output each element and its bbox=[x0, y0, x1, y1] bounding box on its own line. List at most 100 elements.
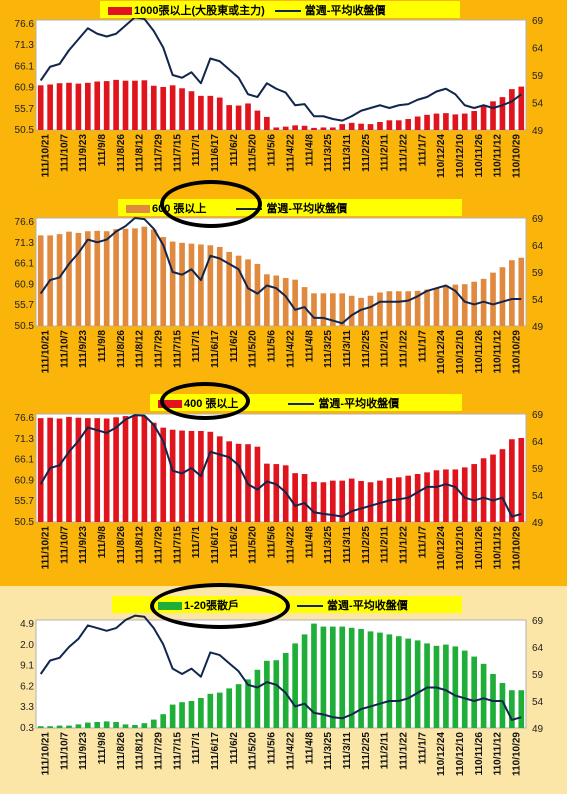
x-tick-label: 110/10/29 bbox=[512, 526, 523, 570]
x-tick-label: 110/12/10 bbox=[455, 732, 466, 776]
x-tick-label: 110/10/29 bbox=[512, 732, 523, 776]
legend-line-label: 當週-平均收盤價 bbox=[304, 4, 386, 17]
x-tick-label: 111/9/23 bbox=[78, 732, 89, 770]
bar bbox=[358, 123, 364, 130]
bar bbox=[254, 110, 261, 130]
bar bbox=[443, 286, 449, 326]
bar bbox=[226, 251, 232, 326]
bar bbox=[103, 231, 110, 326]
bar bbox=[179, 242, 185, 326]
x-tick-label: 111/10/21 bbox=[40, 526, 51, 570]
x-tick-label: 110/11/26 bbox=[474, 330, 485, 374]
bar bbox=[480, 106, 487, 130]
x-tick-label: 111/7/29 bbox=[154, 526, 165, 564]
price-line bbox=[39, 217, 522, 325]
left-tick-label: 66.1 bbox=[15, 61, 35, 72]
chart-panel-3: 76.6 71.3 66.1 60.9 55.7 50.5 69 64 59 54 49 111/10… bbox=[0, 382, 567, 586]
left-tick-label: 4.9 bbox=[20, 619, 34, 630]
bar bbox=[235, 443, 242, 522]
bar bbox=[141, 80, 148, 130]
bar bbox=[320, 293, 327, 326]
x-tick-label: 111/8/26 bbox=[116, 134, 127, 172]
legend-bar-label: 1000張以上(大股東或主力) bbox=[134, 4, 265, 17]
bar bbox=[264, 116, 270, 130]
bar bbox=[235, 255, 242, 326]
bar bbox=[37, 235, 44, 326]
bar bbox=[75, 83, 82, 130]
bar bbox=[499, 449, 506, 522]
x-tick-label: 111/7/15 bbox=[172, 526, 183, 564]
bar bbox=[245, 259, 251, 326]
legend-bar-swatch bbox=[108, 6, 132, 15]
legend-bar-entry: 1000張以上(大股東或主力) bbox=[108, 2, 265, 18]
x-tick-label: 111/3/11 bbox=[342, 732, 353, 770]
x-tick-label: 111/8/12 bbox=[135, 526, 146, 564]
bar bbox=[386, 291, 393, 326]
bar bbox=[150, 422, 157, 522]
x-tick-label: 111/10/21 bbox=[40, 134, 51, 178]
bar bbox=[122, 228, 129, 326]
bar bbox=[433, 470, 440, 522]
x-tick-label: 110/11/26 bbox=[474, 526, 485, 570]
bar bbox=[471, 656, 477, 728]
bar bbox=[443, 469, 449, 522]
left-tick-label: 60.9 bbox=[15, 279, 35, 290]
legend: 1000張以上(大股東或主力) 當週-平均收盤價 bbox=[100, 1, 460, 18]
bar bbox=[433, 287, 440, 326]
bar bbox=[367, 124, 374, 130]
bar bbox=[226, 105, 232, 130]
bar bbox=[339, 626, 346, 728]
bar bbox=[320, 626, 327, 728]
x-tick-label: 110/10/29 bbox=[512, 330, 523, 374]
x-tick-label: 111/6/17 bbox=[210, 732, 221, 770]
bar bbox=[66, 82, 72, 130]
x-tick-label: 111/10/21 bbox=[40, 732, 51, 776]
bar bbox=[395, 291, 402, 326]
bar bbox=[198, 698, 204, 728]
bar bbox=[264, 274, 270, 326]
bar bbox=[490, 272, 496, 326]
x-tick-label: 111/4/8 bbox=[304, 526, 315, 559]
chart-panel-2: 76.6 71.3 66.1 60.9 55.7 50.5 69 64 59 54 49 111/10… bbox=[0, 180, 567, 390]
x-tick-label: 110/12/24 bbox=[436, 526, 447, 570]
x-tick-label: 111/9/23 bbox=[78, 526, 89, 564]
bar bbox=[160, 87, 167, 130]
bar bbox=[254, 446, 261, 522]
bar bbox=[94, 418, 101, 522]
bar bbox=[358, 481, 364, 522]
bar bbox=[282, 126, 289, 130]
x-tick-label: 111/8/26 bbox=[116, 732, 127, 770]
right-tick-label: 54 bbox=[532, 697, 544, 708]
bar bbox=[518, 86, 525, 130]
bar bbox=[273, 660, 280, 728]
bar bbox=[348, 295, 355, 326]
bar bbox=[452, 469, 459, 522]
bar bbox=[235, 105, 242, 130]
x-tick-label: 111/4/22 bbox=[285, 732, 296, 770]
bar bbox=[216, 692, 223, 728]
bar bbox=[348, 627, 355, 728]
x-tick-label: 111/9/8 bbox=[97, 134, 108, 167]
right-tick-label: 69 bbox=[532, 214, 544, 225]
x-tick-label: 110/12/10 bbox=[455, 330, 466, 374]
bar bbox=[264, 463, 270, 522]
bar bbox=[150, 719, 157, 728]
right-tick-label: 54 bbox=[532, 491, 544, 502]
bar bbox=[292, 279, 298, 326]
x-tick-label: 111/2/11 bbox=[380, 526, 391, 564]
bar bbox=[499, 267, 506, 326]
bar bbox=[75, 724, 82, 728]
bar bbox=[330, 480, 336, 522]
bar bbox=[509, 690, 515, 728]
legend-line-label: 當週-平均收盤價 bbox=[327, 599, 408, 612]
x-tick-label: 111/9/8 bbox=[97, 526, 108, 559]
bar bbox=[226, 441, 232, 522]
bar bbox=[273, 127, 280, 130]
x-tick-label: 111/10/21 bbox=[40, 330, 51, 374]
bar bbox=[311, 623, 317, 728]
bar bbox=[132, 415, 138, 522]
x-tick-label: 111/5/20 bbox=[248, 134, 259, 172]
bar bbox=[461, 467, 468, 522]
bar bbox=[490, 101, 496, 130]
bar bbox=[452, 114, 459, 130]
